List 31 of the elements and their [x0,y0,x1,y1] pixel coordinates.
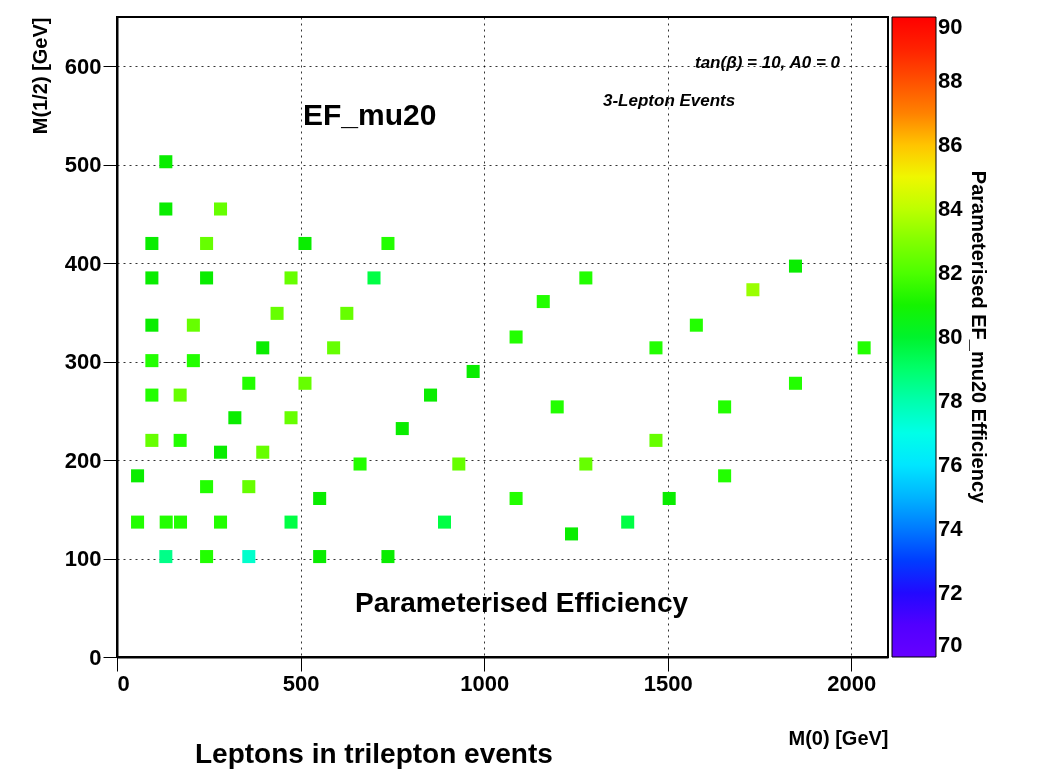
y-axis-title: M(1/2) [GeV] [28,17,51,135]
color-bar-label: 82 [938,260,963,285]
text: Leptons in trilepton events [195,738,553,769]
color-bar-label: 78 [938,388,963,413]
y-tick-label: 300 [64,349,102,375]
y-tick-label: 200 [64,447,102,473]
color-bar-label: 70 [938,632,963,657]
color-bar-label: 86 [938,132,963,157]
color-bar-label: 90 [938,14,963,39]
annotation: 3-Lepton Events [603,91,736,110]
color-bar-label: 80 [938,324,963,349]
x-axis-title: M(0) [GeV] [788,726,889,749]
annotation: EF_mu20 [303,98,437,131]
color-bar-label: 76 [938,452,963,477]
color-bar-label: 84 [938,196,964,221]
x-tick-label: 1500 [643,670,693,696]
color-bar-label: 88 [938,68,963,93]
annotation: Parameterised Efficiency [355,587,689,618]
y-tick-label: 500 [64,152,102,178]
y-tick-label: 0 [89,644,102,670]
y-tick-label: 100 [64,546,102,572]
color-bar-label: 74 [938,516,964,541]
y-tick-label: 400 [64,250,102,276]
x-tick-label: 500 [282,670,320,696]
y-tick-label: 600 [64,53,102,79]
x-tick-label: 0 [117,670,130,696]
x-tick-label: 2000 [827,670,877,696]
color-bar-label: 72 [938,580,963,605]
annotation: tan(β) = 10, A0 = 0 [694,53,841,72]
color-bar-title: Parameterised EF_mu20 Efficiency [968,170,990,505]
x-tick-label: 1000 [460,670,510,696]
